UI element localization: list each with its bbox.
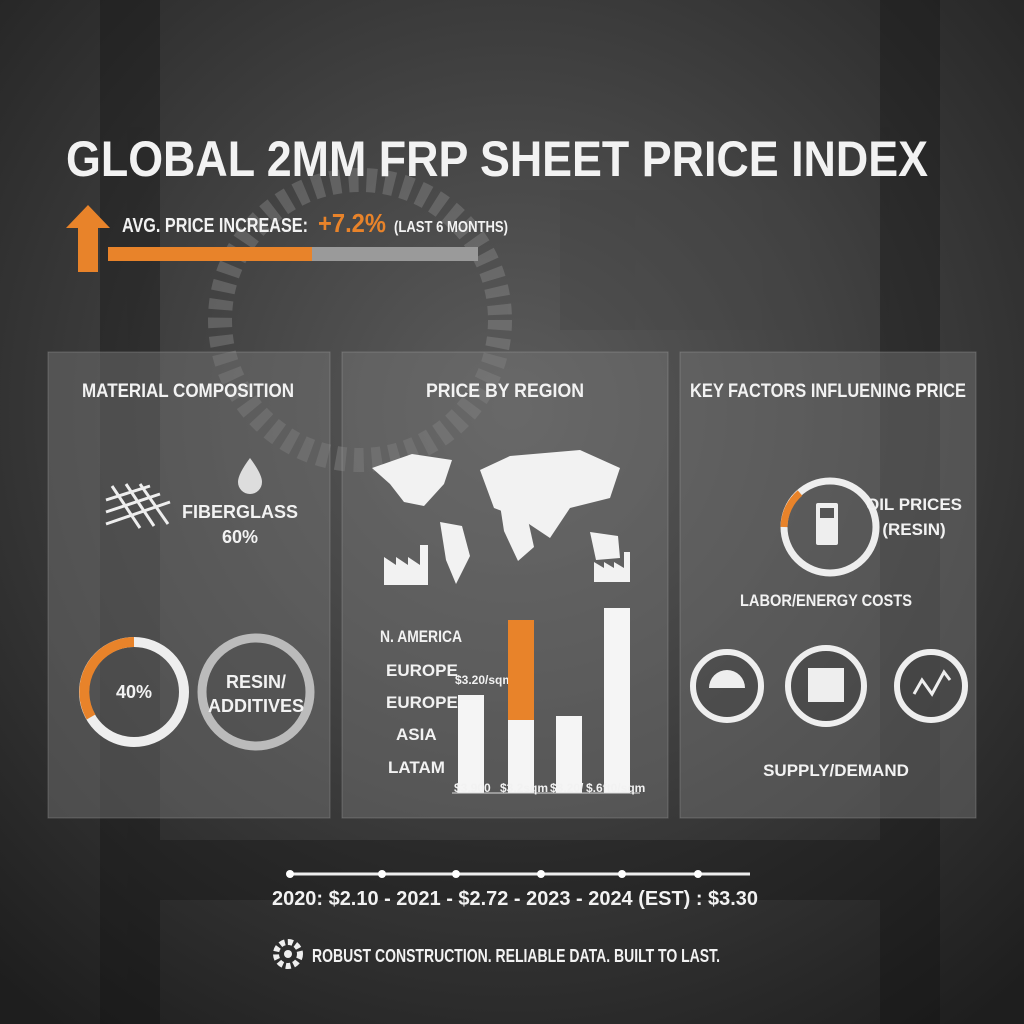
footer-text: ROBUST CONSTRUCTION. RELIABLE DATA. BUIL… [312,946,720,966]
oil-label: OIL PRICES [866,495,962,514]
trend-icon [912,669,952,697]
region-labels: N. AMERICA EUROPE EUROPE ASIA LATAM [380,627,462,777]
gear-icon [273,939,303,969]
bar-label: $.6ft0/sqm [586,781,645,795]
fiberglass-label: FIBERGLASS [182,502,298,522]
fiber-icon [105,483,171,529]
timeline-text: 2020: $2.10 - 2021 - $2.72 - 2023 - 2024… [272,888,758,910]
labor-label: LABOR/ENERGY COSTS [740,591,912,610]
timeline-dots [286,870,702,878]
panel-title: PRICE BY REGION [426,381,584,402]
oil-label: (RESIN) [882,520,945,539]
bar-note: $3.20/sqm [455,673,513,687]
resin-label: ADDITIVES [208,696,304,716]
oil-arc [780,490,803,528]
resin-label: RESIN/ [226,672,286,692]
panel-title: KEY FACTORS INFLUENING PRICE [690,381,966,402]
bar-label: $3.900 [454,781,491,795]
fiberglass-value: 60% [222,527,258,547]
pump-icon [820,508,834,518]
donut-value: 40% [116,682,152,702]
resin-ring [197,633,315,751]
bar [604,608,630,793]
title: GLOBAL 2MM FRP SHEET PRICE INDEX [66,131,928,187]
bar-label: $3.2sqm [500,781,548,795]
progress-fill [108,247,312,261]
bar [508,720,534,793]
increase-label: AVG. PRICE INCREASE: [122,215,308,237]
region-label: LATAM [388,758,445,777]
helmet-icon [709,670,745,688]
donut-arc [79,637,135,720]
bar-label: $3.20/ [550,781,584,795]
bar-labels: $3.900 [454,781,491,795]
world-map [372,450,620,584]
bar [508,620,534,720]
increase-value: +7.2% [318,208,386,238]
factory-icon [384,545,630,585]
increase-period: (LAST 6 MONTHS) [394,219,508,236]
demand-icon [894,649,968,723]
panel [47,351,331,819]
region-label: EUROPE [386,693,458,712]
bar [458,695,484,793]
gear-icon [284,950,292,958]
drop-icon [238,458,262,494]
region-label: EUROPE [386,661,458,680]
bar [556,716,582,793]
region-label: ASIA [396,725,437,744]
panel-title: MATERIAL COMPOSITION [82,381,294,402]
region-label: N. AMERICA [380,627,462,646]
supply-label: SUPPLY/DEMAND [763,761,909,780]
box-icon [808,668,844,702]
up-arrow [66,205,110,272]
panel [679,351,977,819]
